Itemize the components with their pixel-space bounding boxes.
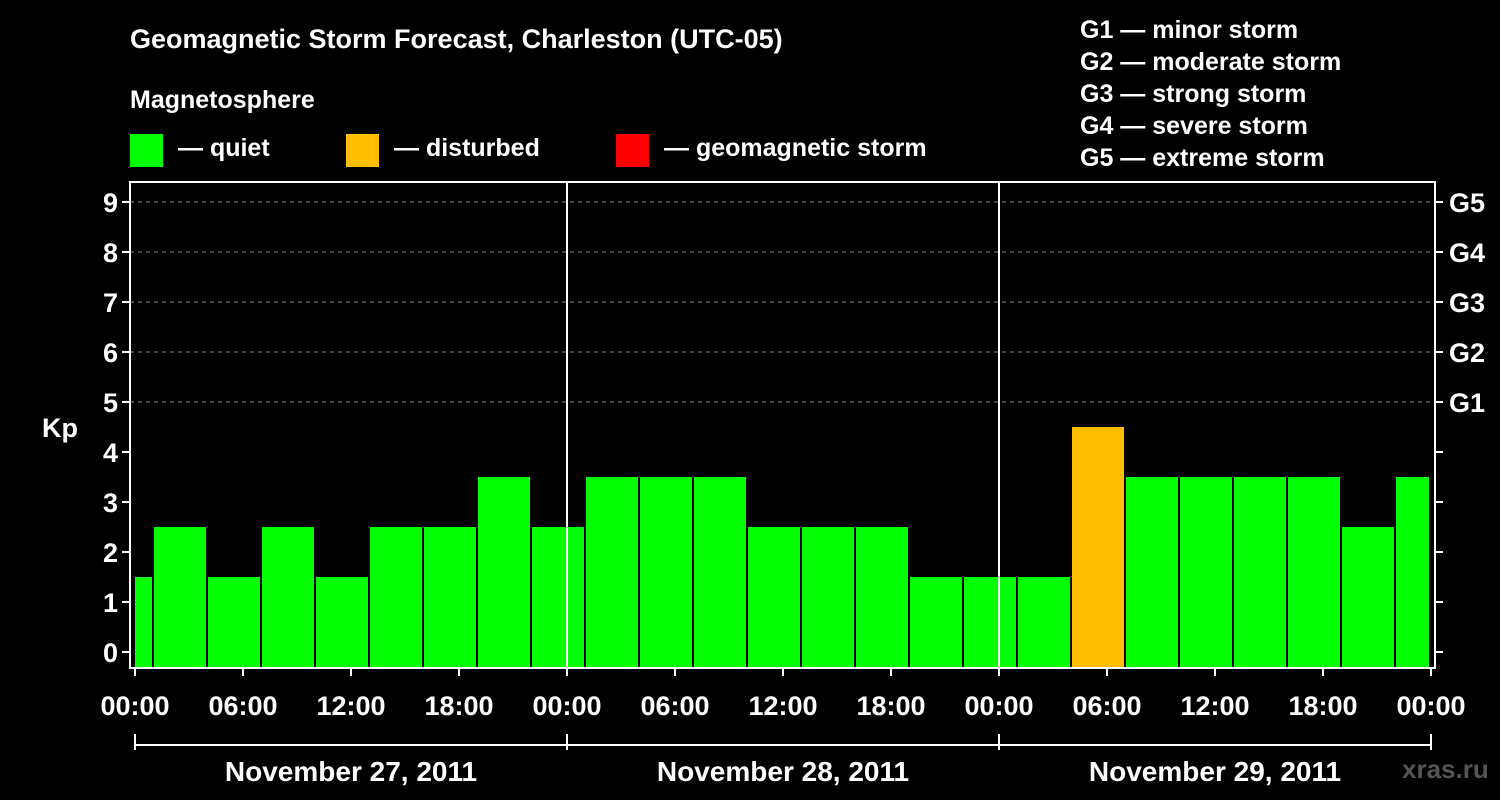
x-tick-label: 18:00 — [424, 691, 493, 721]
x-tick-label: 18:00 — [856, 691, 925, 721]
legend-label-quiet: — quiet — [178, 134, 270, 162]
legend-label-storm: — geomagnetic storm — [664, 134, 927, 162]
kp-bar — [478, 477, 530, 668]
kp-bar — [910, 577, 962, 668]
g-scale-label: G4 — [1449, 238, 1485, 268]
x-tick-label: 12:00 — [316, 691, 385, 721]
x-tick-label: 00:00 — [1396, 691, 1465, 721]
watermark: xras.ru — [1402, 754, 1489, 784]
kp-bar — [1342, 527, 1394, 668]
x-tick-label: 18:00 — [1288, 691, 1357, 721]
y-tick-label: 1 — [103, 588, 118, 618]
kp-bar — [424, 527, 476, 668]
legend-swatch-storm — [616, 134, 649, 167]
y-tick-label: 4 — [103, 438, 118, 468]
kp-bar — [586, 477, 638, 668]
storm-scale-g5: G5 — extreme storm — [1080, 144, 1325, 172]
y-tick-label: 9 — [103, 188, 118, 218]
g-scale-label: G2 — [1449, 338, 1485, 368]
day-label: November 28, 2011 — [657, 756, 909, 787]
kp-bar — [1288, 477, 1340, 668]
x-tick-label: 00:00 — [100, 691, 169, 721]
y-axis-label: Kp — [42, 413, 78, 443]
kp-bar — [748, 527, 800, 668]
day-label: November 27, 2011 — [225, 756, 477, 787]
kp-bar — [316, 577, 368, 668]
x-tick-label: 06:00 — [1072, 691, 1141, 721]
kp-bar — [1234, 477, 1286, 668]
kp-bar — [964, 577, 1016, 668]
g-scale-label: G5 — [1449, 188, 1485, 218]
storm-scale-legend: G1 — minor storm G2 — moderate storm G3 … — [1080, 14, 1341, 174]
y-tick-label: 5 — [103, 388, 118, 418]
kp-bar — [694, 477, 746, 668]
storm-scale-g1: G1 — minor storm — [1080, 16, 1299, 44]
legend-swatch-disturbed — [346, 134, 379, 167]
legend-label-disturbed: — disturbed — [394, 134, 540, 162]
x-tick-label: 12:00 — [748, 691, 817, 721]
kp-bar — [262, 527, 314, 668]
storm-scale-g3: G3 — strong storm — [1080, 80, 1307, 108]
g-scale-label: G1 — [1449, 388, 1485, 418]
kp-bar — [640, 477, 692, 668]
legend-swatch-quiet — [130, 134, 163, 167]
x-tick-label: 06:00 — [208, 691, 277, 721]
y-tick-label: 7 — [103, 288, 118, 318]
chart-title: Geomagnetic Storm Forecast, Charleston (… — [130, 24, 783, 54]
kp-bar — [370, 527, 422, 668]
g-scale-label: G3 — [1449, 288, 1485, 318]
x-tick-label: 00:00 — [532, 691, 601, 721]
storm-scale-g4: G4 — severe storm — [1080, 112, 1308, 140]
kp-bar — [1018, 577, 1070, 668]
kp-bar — [1180, 477, 1232, 668]
kp-bar — [856, 527, 908, 668]
y-tick-label: 2 — [103, 538, 118, 568]
x-tick-label: 00:00 — [964, 691, 1033, 721]
kp-bar — [1396, 477, 1429, 668]
storm-scale-g2: G2 — moderate storm — [1080, 48, 1342, 76]
y-tick-label: 0 — [103, 638, 118, 668]
day-label: November 29, 2011 — [1089, 756, 1341, 787]
x-tick-label: 12:00 — [1180, 691, 1249, 721]
y-tick-label: 8 — [103, 238, 118, 268]
kp-bar — [802, 527, 854, 668]
kp-bar — [532, 527, 584, 668]
kp-bar — [135, 577, 152, 668]
kp-bar — [1072, 427, 1124, 668]
y-tick-label: 6 — [103, 338, 118, 368]
kp-bar — [208, 577, 260, 668]
x-tick-label: 06:00 — [640, 691, 709, 721]
kp-bar — [154, 527, 206, 668]
y-tick-label: 3 — [103, 488, 118, 518]
kp-bar — [1126, 477, 1178, 668]
legend-subtitle: Magnetosphere — [130, 86, 315, 114]
